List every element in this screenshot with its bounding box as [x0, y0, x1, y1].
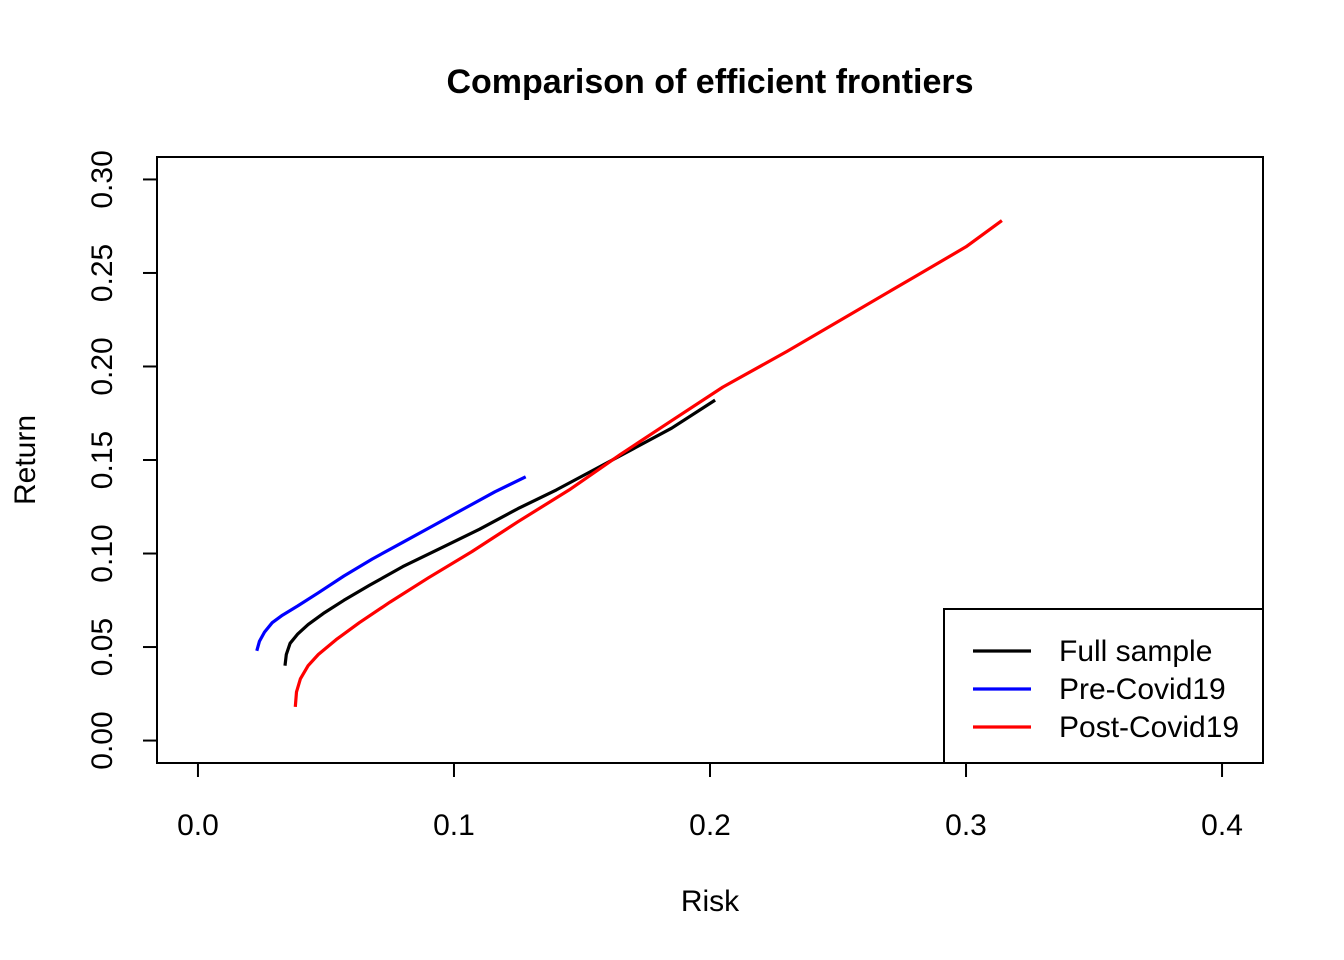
x-axis: 0.0 0.1 0.2 0.3 0.4 [177, 762, 1243, 842]
x-tick-label: 0.3 [945, 809, 987, 842]
x-tick-label: 0.1 [433, 809, 475, 842]
legend-box [943, 608, 1264, 764]
x-axis-label: Risk [681, 885, 740, 918]
y-tick-label: 0.20 [86, 337, 119, 395]
series-line-2 [255, 475, 527, 652]
legend-label: Full sample [1059, 635, 1212, 668]
y-tick-label: 0.25 [86, 244, 119, 302]
legend: Full sample Pre-Covid19 Post-Covid19 [943, 608, 1264, 764]
y-tick-label: 0.00 [86, 711, 119, 769]
series-line-3 [293, 219, 1003, 708]
series-layer [255, 219, 1003, 708]
y-tick-label: 0.05 [86, 618, 119, 676]
y-tick-label: 0.30 [86, 150, 119, 208]
y-tick-label: 0.10 [86, 524, 119, 582]
y-tick-label: 0.15 [86, 431, 119, 489]
x-tick-label: 0.0 [177, 809, 219, 842]
x-tick-label: 0.4 [1201, 809, 1243, 842]
chart-title: Comparison of efficient frontiers [446, 63, 973, 101]
y-axis: 0.00 0.05 0.10 0.15 0.20 0.25 0.30 [86, 150, 158, 770]
legend-label: Post-Covid19 [1059, 711, 1239, 744]
y-axis-label: Return [9, 415, 42, 505]
legend-label: Pre-Covid19 [1059, 673, 1226, 706]
x-tick-label: 0.2 [689, 809, 731, 842]
